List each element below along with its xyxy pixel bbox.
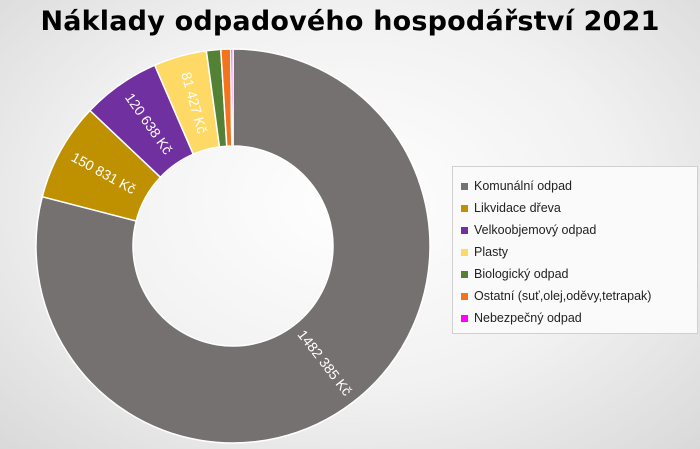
legend-label-1: Likvidace dřeva	[474, 201, 561, 215]
legend-item-1: Likvidace dřeva	[459, 197, 691, 219]
legend-label-2: Velkoobjemový odpad	[474, 223, 597, 237]
legend-label-3: Plasty	[474, 245, 509, 259]
legend-label-5: Ostatní (suť,olej,oděvy,tetrapak)	[474, 289, 652, 303]
donut-slice-0	[35, 48, 431, 444]
legend-swatch-6	[461, 314, 468, 322]
legend-item-5: Ostatní (suť,olej,oděvy,tetrapak)	[459, 285, 691, 307]
legend-swatch-5	[461, 292, 468, 300]
chart-title: Náklady odpadového hospodářství 2021	[40, 6, 660, 37]
legend-swatch-4	[461, 270, 468, 278]
legend-swatch-0	[461, 182, 468, 190]
legend-label-4: Biologický odpad	[474, 267, 569, 281]
legend-label-6: Nebezpečný odpad	[474, 311, 582, 325]
legend-item-6: Nebezpečný odpad	[459, 307, 691, 329]
legend-swatch-1	[461, 204, 468, 212]
chart-legend: Komunální odpad Likvidace dřeva Velkoobjem…	[452, 166, 698, 334]
legend-label-0: Komunální odpad	[474, 179, 572, 193]
legend-item-3: Plasty	[459, 241, 691, 263]
legend-item-2: Velkoobjemový odpad	[459, 219, 691, 241]
legend-item-4: Biologický odpad	[459, 263, 691, 285]
legend-swatch-2	[461, 226, 468, 234]
legend-item-0: Komunální odpad	[459, 175, 691, 197]
donut-slice-6	[229, 48, 234, 147]
legend-swatch-3	[461, 248, 468, 256]
